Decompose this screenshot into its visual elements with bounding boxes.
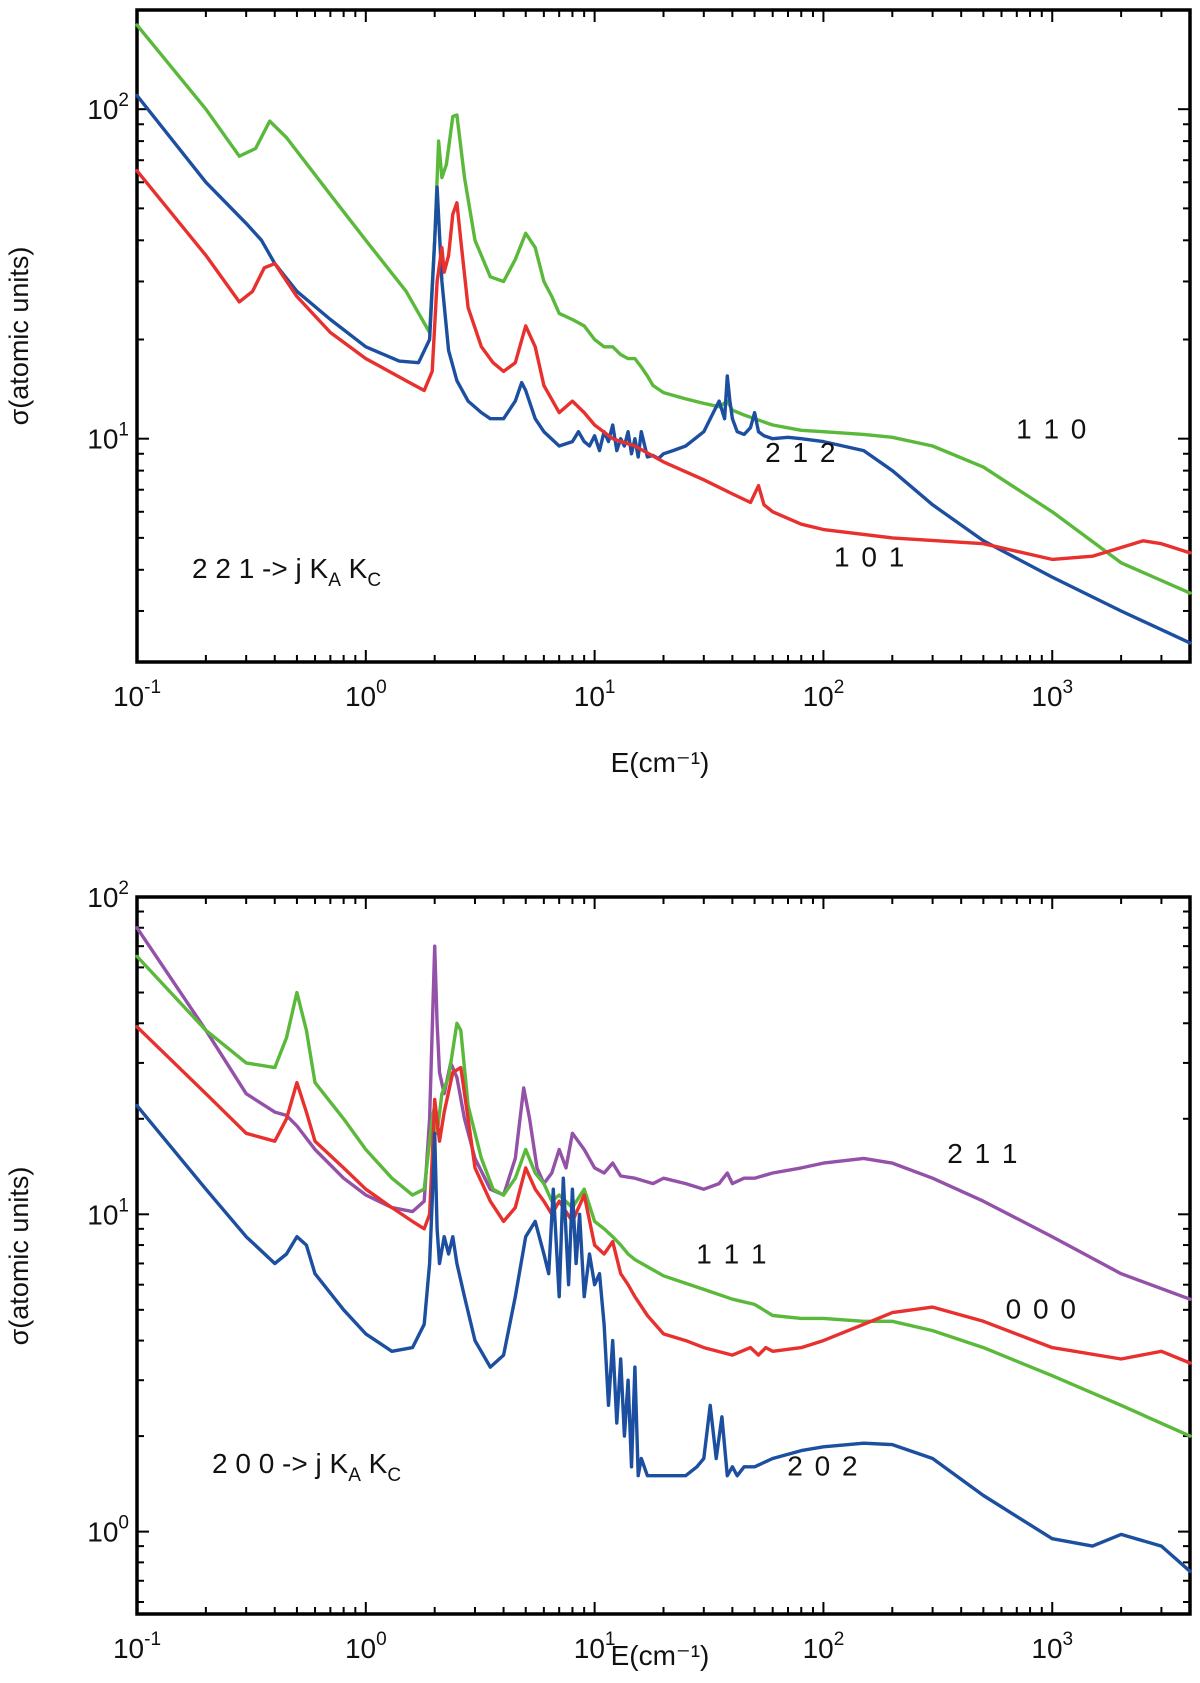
chart-panel-200: 10-1 100 101 102 103 100 101 102 2 1 1 1 1 1 0 0… (4, 878, 1192, 1671)
series-line-110 (135, 23, 1192, 595)
x-tick-label: 100 (345, 677, 387, 712)
series-lines (135, 926, 1192, 1574)
y-tick-label: 101 (87, 420, 129, 455)
series-label-101: 1 0 1 (834, 541, 906, 572)
x-tick-label: 102 (803, 677, 845, 712)
x-tick-label: 10-1 (113, 677, 161, 712)
series-label-212: 2 1 2 (765, 437, 837, 468)
y-axis-label: σ(atomic units) (4, 247, 34, 426)
series-label-111: 1 1 1 (696, 1238, 768, 1269)
x-tick-label: 103 (1031, 1629, 1073, 1664)
y-tick-label: 100 (87, 1513, 129, 1548)
y-tick-label: 102 (87, 90, 129, 125)
series-line-101 (135, 169, 1192, 562)
x-tick-label: 100 (345, 1629, 387, 1664)
series-label-000: 0 0 0 (1006, 1293, 1078, 1324)
transition-label: 2 0 0 -> j KA KC (212, 1448, 401, 1486)
series-lines (135, 23, 1192, 645)
x-tick-labels: 10-1 100 101 102 103 (113, 1629, 1073, 1664)
series-line-111 (135, 954, 1192, 1438)
x-tick-label: 101 (574, 677, 616, 712)
x-tick-label: 10-1 (113, 1629, 161, 1664)
axis-ticks (136, 896, 1191, 1614)
y-tick-label: 101 (87, 1195, 129, 1230)
x-tick-labels: 10-1 100 101 102 103 (113, 677, 1073, 712)
x-axis-label: E(cm⁻¹) (611, 1640, 710, 1671)
x-axis-label: E(cm⁻¹) (611, 747, 710, 778)
series-labels: 1 1 0 2 1 2 1 0 1 (765, 414, 1088, 573)
series-line-202 (135, 1103, 1192, 1574)
y-tick-labels: 100 101 102 (87, 878, 129, 1548)
series-label-202: 2 0 2 (787, 1451, 859, 1482)
series-line-212 (135, 93, 1192, 645)
y-axis-label: σ(atomic units) (4, 1167, 34, 1346)
axis-ticks (136, 9, 1191, 662)
series-line-211 (135, 926, 1192, 1301)
x-tick-label: 103 (1031, 677, 1073, 712)
transition-label: 2 2 1 -> j KA KC (192, 553, 381, 591)
series-label-110: 1 1 0 (1016, 414, 1088, 445)
y-tick-labels: 101 102 (87, 90, 129, 454)
series-labels: 2 1 1 1 1 1 0 0 0 2 0 2 (696, 1138, 1078, 1482)
x-tick-label: 102 (803, 1629, 845, 1664)
y-tick-label: 102 (87, 878, 129, 913)
x-tick-label: 101 (574, 1629, 616, 1664)
series-label-211: 2 1 1 (947, 1138, 1019, 1169)
